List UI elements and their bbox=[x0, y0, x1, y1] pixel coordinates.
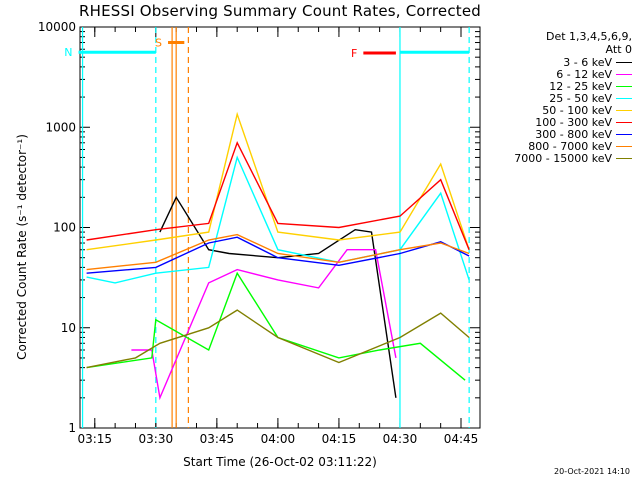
x-tick-label: 03:15 bbox=[77, 432, 112, 446]
plot-frame bbox=[79, 26, 481, 429]
legend-entry-label: 12 - 25 keV bbox=[549, 79, 612, 93]
series-line bbox=[86, 141, 470, 250]
chart-legend: Det 1,3,4,5,6,9, Att 0 3 - 6 keV 6 - 12 k… bbox=[514, 30, 632, 165]
legend-swatch bbox=[616, 145, 632, 147]
series-line bbox=[131, 248, 397, 401]
y-axis-label: Corrected Count Rate (s⁻¹ detector⁻¹) bbox=[15, 134, 29, 360]
series-line bbox=[86, 233, 470, 271]
x-tick-label: 03:45 bbox=[200, 432, 235, 446]
y-tick-label: 100 bbox=[53, 221, 76, 235]
legend-swatch bbox=[616, 157, 632, 159]
x-tick-label: 04:30 bbox=[383, 432, 418, 446]
x-tick-label: 04:15 bbox=[322, 432, 357, 446]
legend-entry: 25 - 50 keV bbox=[514, 91, 632, 105]
flag-label: N bbox=[64, 46, 72, 59]
legend-entry: 3 - 6 keV bbox=[514, 55, 632, 69]
legend-swatch bbox=[616, 109, 632, 111]
y-tick-label: 1 bbox=[68, 421, 76, 435]
legend-entry: 100 - 300 keV bbox=[514, 115, 632, 129]
x-tick-label: 04:00 bbox=[261, 432, 296, 446]
legend-entry-label: 300 - 800 keV bbox=[535, 127, 612, 141]
x-tick-label: 03:30 bbox=[139, 432, 174, 446]
y-tick-label: 10 bbox=[61, 321, 76, 335]
legend-swatch bbox=[616, 85, 632, 87]
flag-label: F bbox=[351, 47, 357, 60]
legend-entry-label: 6 - 12 keV bbox=[556, 67, 612, 81]
series-line bbox=[86, 111, 470, 251]
flag-label: S bbox=[155, 37, 162, 50]
legend-swatch bbox=[616, 97, 632, 99]
legend-entry: 300 - 800 keV bbox=[514, 127, 632, 141]
legend-entries: 3 - 6 keV 6 - 12 keV 12 - 25 keV 25 - 50 ke… bbox=[514, 55, 632, 165]
legend-swatch bbox=[616, 73, 632, 75]
legend-entry: 800 - 7000 keV bbox=[514, 139, 632, 153]
legend-entry: 50 - 100 keV bbox=[514, 103, 632, 117]
x-axis-label: Start Time (26-Oct-02 03:11:22) bbox=[183, 455, 377, 469]
legend-entry-label: 50 - 100 keV bbox=[542, 103, 612, 117]
series-line bbox=[86, 236, 470, 274]
legend-swatch bbox=[616, 133, 632, 135]
series-line bbox=[86, 309, 470, 369]
generation-timestamp: 20-Oct-2021 14:10 bbox=[554, 467, 630, 476]
legend-entry-label: 25 - 50 keV bbox=[549, 91, 612, 105]
y-tick-label: 10000 bbox=[38, 20, 76, 34]
legend-swatch bbox=[616, 121, 632, 123]
legend-header-attenuator: Att 0 bbox=[605, 43, 632, 56]
series-line bbox=[86, 271, 466, 381]
legend-header-detectors: Det 1,3,4,5,6,9, bbox=[545, 30, 632, 43]
series-line bbox=[159, 195, 397, 398]
legend-swatch bbox=[616, 61, 632, 63]
legend-entry-label: 800 - 7000 keV bbox=[528, 139, 612, 153]
legend-entry-label: 3 - 6 keV bbox=[563, 55, 612, 69]
chart-title: RHESSI Observing Summary Count Rates, Co… bbox=[78, 2, 481, 20]
legend-entry: 7000 - 15000 keV bbox=[514, 151, 632, 165]
y-tick-label: 1000 bbox=[45, 120, 76, 134]
legend-entry: 6 - 12 keV bbox=[514, 67, 632, 81]
legend-entry: 12 - 25 keV bbox=[514, 79, 632, 93]
series-line bbox=[86, 155, 470, 284]
legend-entry-label: 7000 - 15000 keV bbox=[514, 151, 612, 165]
x-tick-label: 04:45 bbox=[444, 432, 479, 446]
legend-entry-label: 100 - 300 keV bbox=[535, 115, 612, 129]
